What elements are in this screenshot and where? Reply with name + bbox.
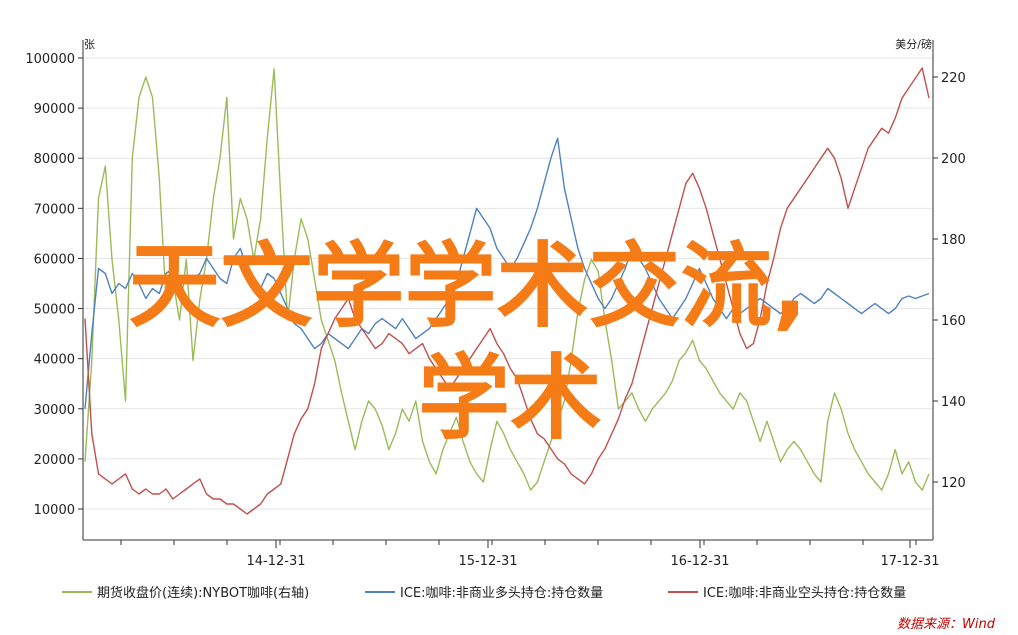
legend: 期货收盘价(连续):NYBOT咖啡(右轴) ICE:咖啡:非商业多头持仓:持仓数量… <box>62 585 906 601</box>
gridlines <box>83 57 933 510</box>
series-line-0 <box>84 68 930 491</box>
left-tick-label: 80000 <box>34 152 75 167</box>
x-tick-label: 16-12-31 <box>670 554 729 569</box>
plot-frame <box>82 40 934 541</box>
legend-label: ICE:咖啡:非商业多头持仓:持仓数量 <box>400 585 603 601</box>
left-tick-label: 90000 <box>34 102 75 117</box>
left-axis-ticks: 10000 20000 30000 40000 50000 60000 70000 80000… <box>25 52 83 518</box>
source-note: 数据来源：Wind <box>897 617 996 632</box>
left-axis-unit: 张 <box>84 38 95 51</box>
right-tick-label: 120 <box>941 476 966 491</box>
x-tick-label: 15-12-31 <box>458 554 517 569</box>
left-tick-label: 70000 <box>34 202 75 217</box>
x-tick-label: 14-12-31 <box>246 554 305 569</box>
series-line-2 <box>84 67 930 515</box>
series-line-1 <box>84 137 930 409</box>
left-tick-label: 10000 <box>34 503 75 518</box>
left-tick-label: 40000 <box>34 353 75 368</box>
right-tick-label: 140 <box>941 395 966 410</box>
series-layer <box>84 67 930 515</box>
right-axis-ticks: 120 140 160 180 200 220 <box>933 71 966 491</box>
left-tick-label: 30000 <box>34 403 75 418</box>
x-axis-ticks: 14-12-31 15-12-31 16-12-31 17-12-31 <box>120 540 940 569</box>
right-tick-label: 200 <box>941 152 966 167</box>
overlay-title-line2: 学术 <box>418 345 602 452</box>
right-axis-unit: 美分/磅 <box>895 37 932 51</box>
left-tick-label: 50000 <box>34 303 75 318</box>
left-tick-label: 20000 <box>34 453 75 468</box>
right-tick-label: 160 <box>941 314 966 329</box>
legend-label: ICE:咖啡:非商业空头持仓:持仓数量 <box>703 586 906 601</box>
x-tick-label: 17-12-31 <box>880 554 939 569</box>
overlay-title-line1: 天文学学术交流, <box>129 233 808 340</box>
right-tick-label: 180 <box>941 233 966 248</box>
left-tick-label: 60000 <box>34 252 75 267</box>
left-tick-label: 100000 <box>25 52 75 67</box>
legend-label: 期货收盘价(连续):NYBOT咖啡(右轴) <box>97 585 309 601</box>
right-tick-label: 220 <box>941 71 966 86</box>
